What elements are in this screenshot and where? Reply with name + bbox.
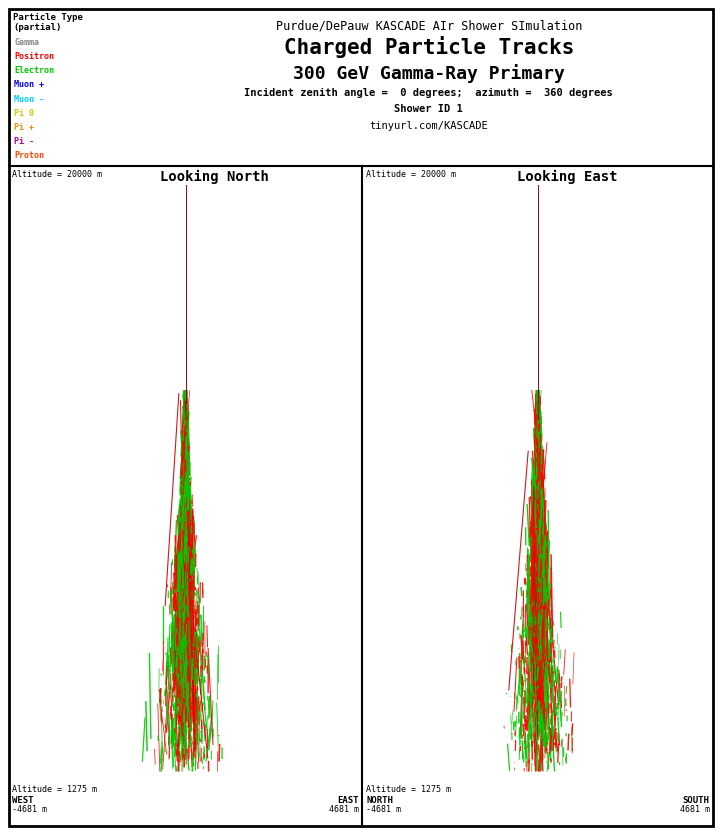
Text: Charged Particle Tracks: Charged Particle Tracks <box>284 36 574 58</box>
Text: Shower ID 1: Shower ID 1 <box>394 104 464 114</box>
Text: NORTH: NORTH <box>366 795 393 804</box>
Text: Altitude = 1275 m: Altitude = 1275 m <box>12 784 97 793</box>
Text: Positron: Positron <box>14 52 54 61</box>
Text: 4681 m: 4681 m <box>329 804 359 813</box>
Text: SOUTH: SOUTH <box>683 795 710 804</box>
Text: -4681 m: -4681 m <box>12 804 47 813</box>
Text: Looking North: Looking North <box>160 170 269 184</box>
Text: Altitude = 20000 m: Altitude = 20000 m <box>12 170 103 179</box>
Text: WEST: WEST <box>12 795 34 804</box>
Text: Pi +: Pi + <box>14 123 35 132</box>
Text: tinyurl.com/KASCADE: tinyurl.com/KASCADE <box>370 121 488 131</box>
Text: Particle Type
(partial): Particle Type (partial) <box>13 13 83 32</box>
Text: Altitude = 20000 m: Altitude = 20000 m <box>366 170 456 179</box>
Text: 4681 m: 4681 m <box>679 804 710 813</box>
Text: Muon -: Muon - <box>14 94 45 104</box>
Text: EAST: EAST <box>337 795 359 804</box>
Text: Purdue/DePauw KASCADE AIr Shower SImulation: Purdue/DePauw KASCADE AIr Shower SImulat… <box>276 19 582 33</box>
Text: Proton: Proton <box>14 151 45 161</box>
Text: 300 GeV Gamma-Ray Primary: 300 GeV Gamma-Ray Primary <box>293 64 565 83</box>
Text: Gamma: Gamma <box>14 38 40 47</box>
Text: Pi -: Pi - <box>14 137 35 146</box>
Text: Altitude = 1275 m: Altitude = 1275 m <box>366 784 451 793</box>
Text: Pi 0: Pi 0 <box>14 109 35 118</box>
Text: Electron: Electron <box>14 66 54 75</box>
Text: Muon +: Muon + <box>14 80 45 89</box>
Text: -4681 m: -4681 m <box>366 804 401 813</box>
Text: Looking East: Looking East <box>516 170 617 184</box>
Text: Incident zenith angle =  0 degrees;  azimuth =  360 degrees: Incident zenith angle = 0 degrees; azimu… <box>245 88 613 98</box>
